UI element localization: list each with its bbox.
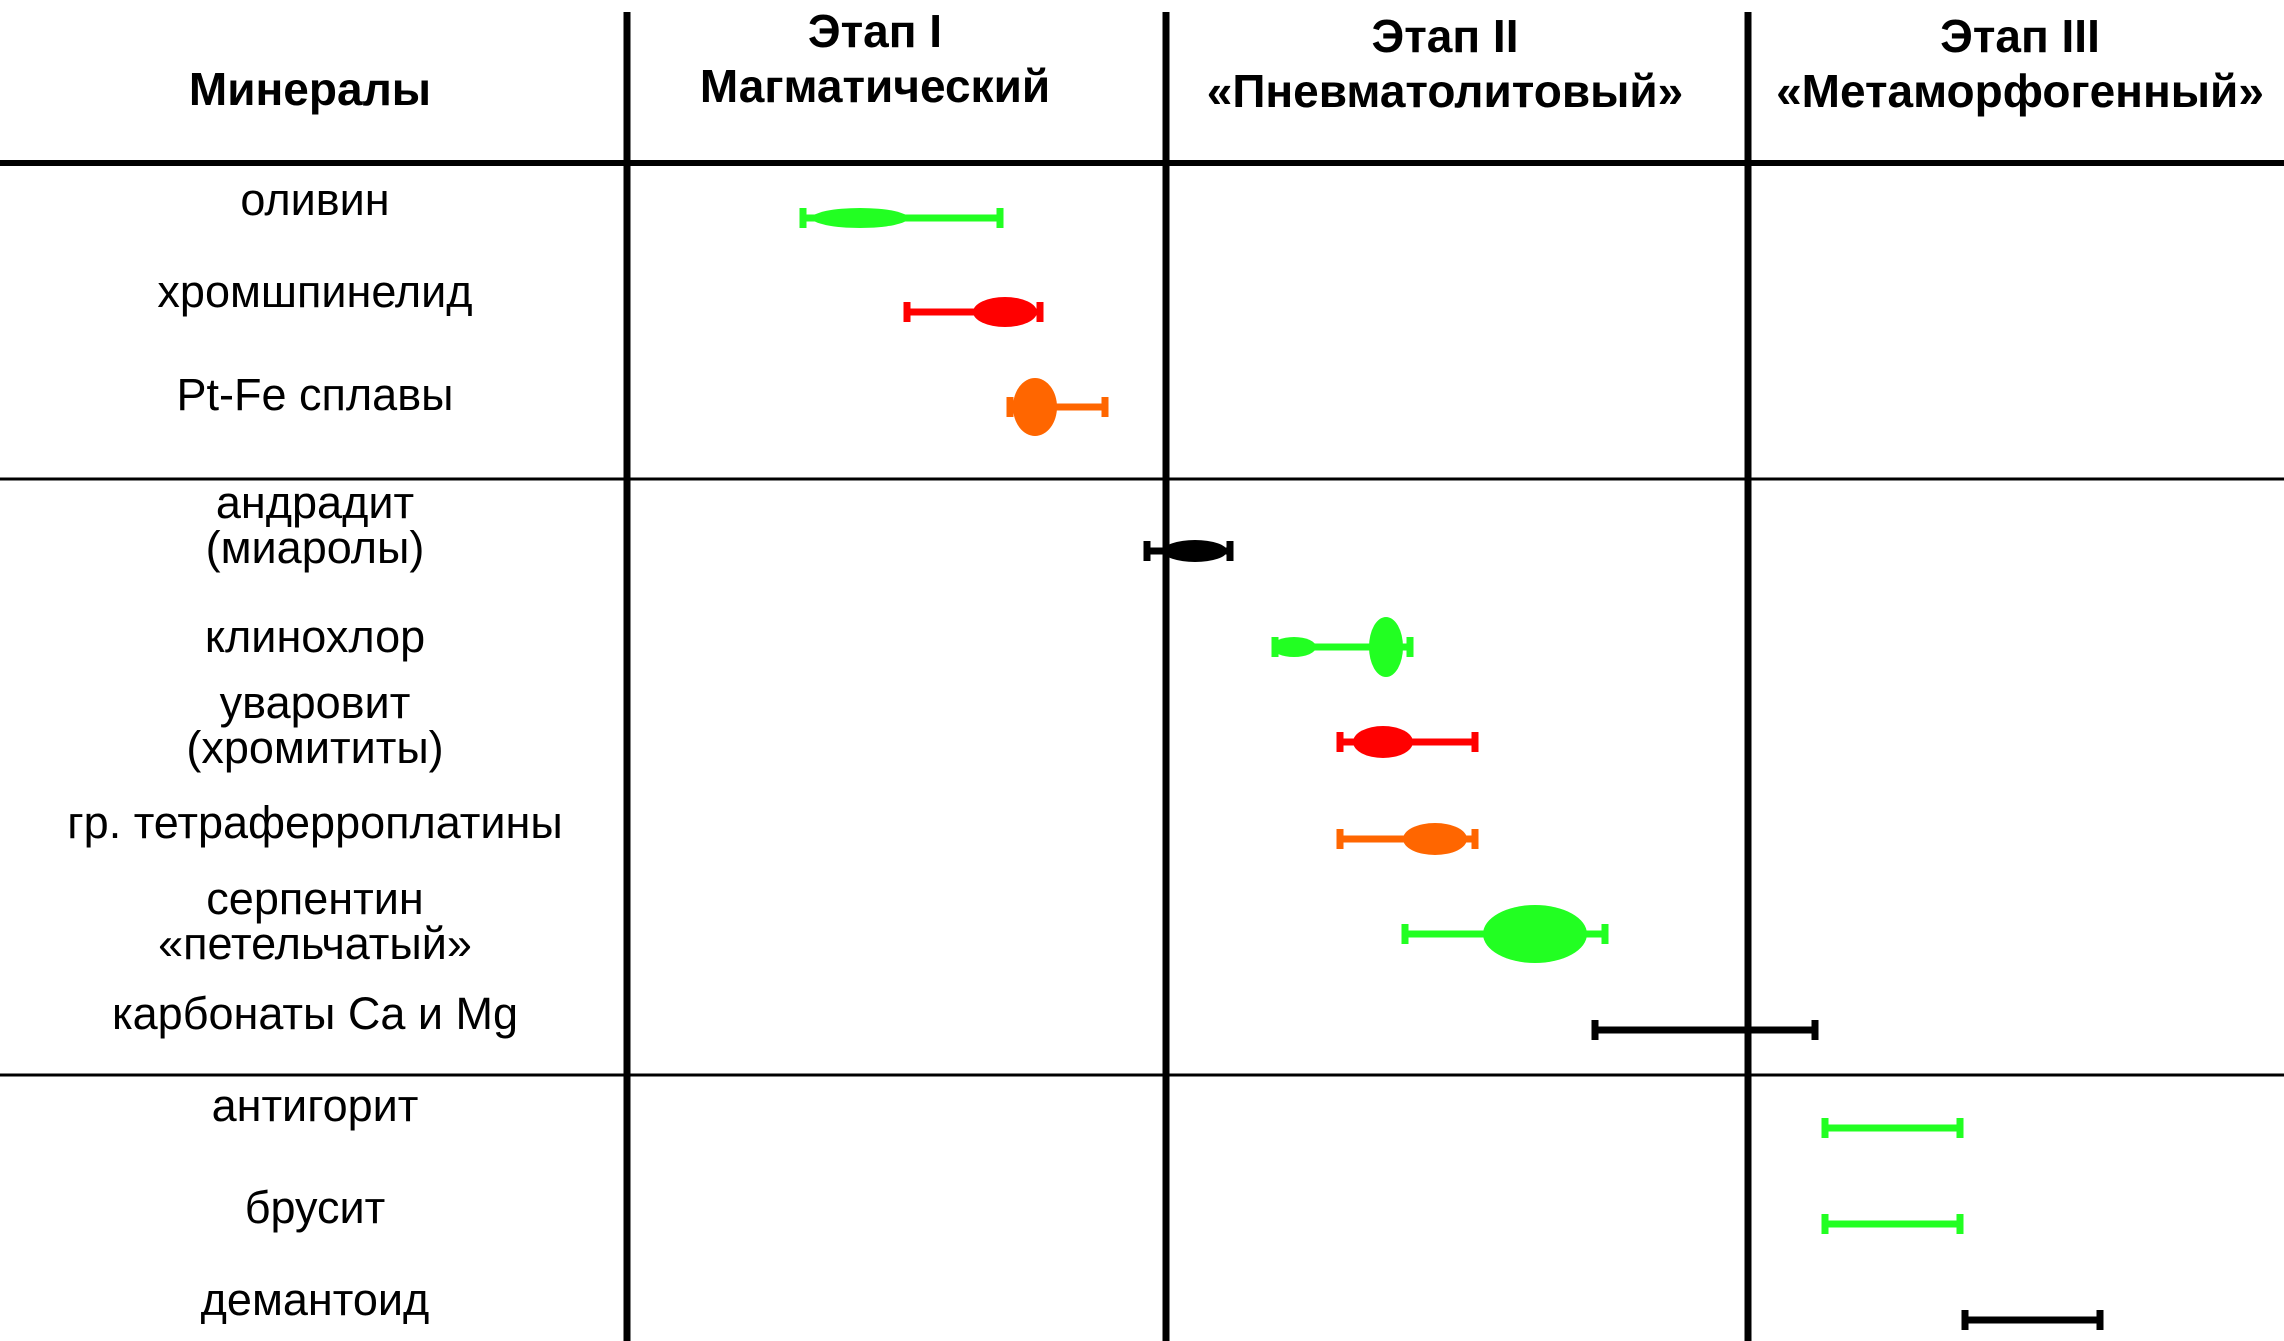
mineral-bar bbox=[1591, 1020, 1819, 1040]
bar-intensity-ellipse bbox=[1483, 905, 1587, 963]
mineral-bar bbox=[903, 297, 1044, 327]
mineral-label-line: уваровит bbox=[220, 677, 411, 728]
mineral-bar bbox=[1336, 726, 1479, 758]
mineral-label-line: (миаролы) bbox=[206, 522, 425, 573]
mineral-bar bbox=[1143, 540, 1234, 562]
mineral-bar bbox=[1271, 617, 1414, 677]
mineral-bar bbox=[1821, 1118, 1964, 1138]
mineral-label: клинохлор bbox=[205, 611, 425, 662]
mineral-label-line: оливин bbox=[240, 174, 389, 225]
mineral-label-line: серпентин bbox=[206, 873, 423, 924]
mineral-label: хромшпинелид bbox=[157, 266, 472, 317]
mineral-label-line: (хромититы) bbox=[186, 722, 443, 773]
minerals-column-header: Минералы bbox=[189, 63, 431, 115]
mineral-label-line: брусит bbox=[245, 1182, 386, 1233]
mineral-label: брусит bbox=[245, 1182, 386, 1233]
stage-1-number: Этап I bbox=[808, 5, 942, 57]
mineral-label: андрадит (миаролы) bbox=[206, 477, 425, 573]
mineral-label: демантоид bbox=[201, 1274, 430, 1325]
bar-intensity-ellipse bbox=[973, 297, 1037, 327]
bar-intensity-ellipse bbox=[1013, 378, 1057, 436]
mineral-label-line: антигорит bbox=[212, 1080, 419, 1131]
mineral-bar bbox=[1006, 378, 1109, 436]
bar-intensity-ellipse bbox=[1272, 637, 1316, 657]
stage-3-name: «Метаморфогенный» bbox=[1776, 65, 2264, 117]
mineral-bar bbox=[1961, 1310, 2104, 1330]
mineral-label: уваровит (хромититы) bbox=[186, 677, 443, 773]
mineral-bar bbox=[1401, 905, 1609, 963]
mineral-label-line: демантоид bbox=[201, 1274, 430, 1325]
stage-3-number: Этап III bbox=[1940, 10, 2100, 62]
mineral-label: антигорит bbox=[212, 1080, 419, 1131]
stage-2-name: «Пневматолитовый» bbox=[1207, 65, 1684, 117]
mineral-bars bbox=[799, 208, 2104, 1330]
mineral-label-line: хромшпинелид bbox=[157, 266, 472, 317]
mineral-label-line: «петельчатый» bbox=[158, 918, 472, 969]
bar-intensity-ellipse bbox=[1163, 540, 1227, 562]
mineral-bar bbox=[799, 208, 1004, 228]
bar-intensity-ellipse bbox=[1353, 726, 1413, 758]
mineral-label-line: гр. тетраферроплатины bbox=[67, 797, 562, 848]
mineral-label: серпентин «петельчатый» bbox=[158, 873, 472, 969]
mineral-label-line: клинохлор bbox=[205, 611, 425, 662]
mineral-bar bbox=[1821, 1214, 1964, 1234]
mineral-label-line: Pt-Fe сплавы bbox=[177, 369, 454, 420]
mineral-label: оливин bbox=[240, 174, 389, 225]
bar-intensity-ellipse bbox=[1369, 617, 1403, 677]
stage-1-name: Магматический bbox=[700, 60, 1050, 112]
mineral-label: карбонаты Ca и Mg bbox=[112, 988, 518, 1039]
stage-2-number: Этап II bbox=[1372, 10, 1519, 62]
bar-intensity-ellipse bbox=[812, 208, 908, 228]
mineral-labels: оливин хромшпинелид Pt-Fe сплавы андрадит (м… bbox=[67, 174, 562, 1325]
mineral-label-line: карбонаты Ca и Mg bbox=[112, 988, 518, 1039]
mineral-bar bbox=[1336, 823, 1479, 855]
mineral-label: гр. тетраферроплатины bbox=[67, 797, 562, 848]
mineral-label-line: андрадит bbox=[216, 477, 414, 528]
mineral-label: Pt-Fe сплавы bbox=[177, 369, 454, 420]
bar-intensity-ellipse bbox=[1403, 823, 1467, 855]
